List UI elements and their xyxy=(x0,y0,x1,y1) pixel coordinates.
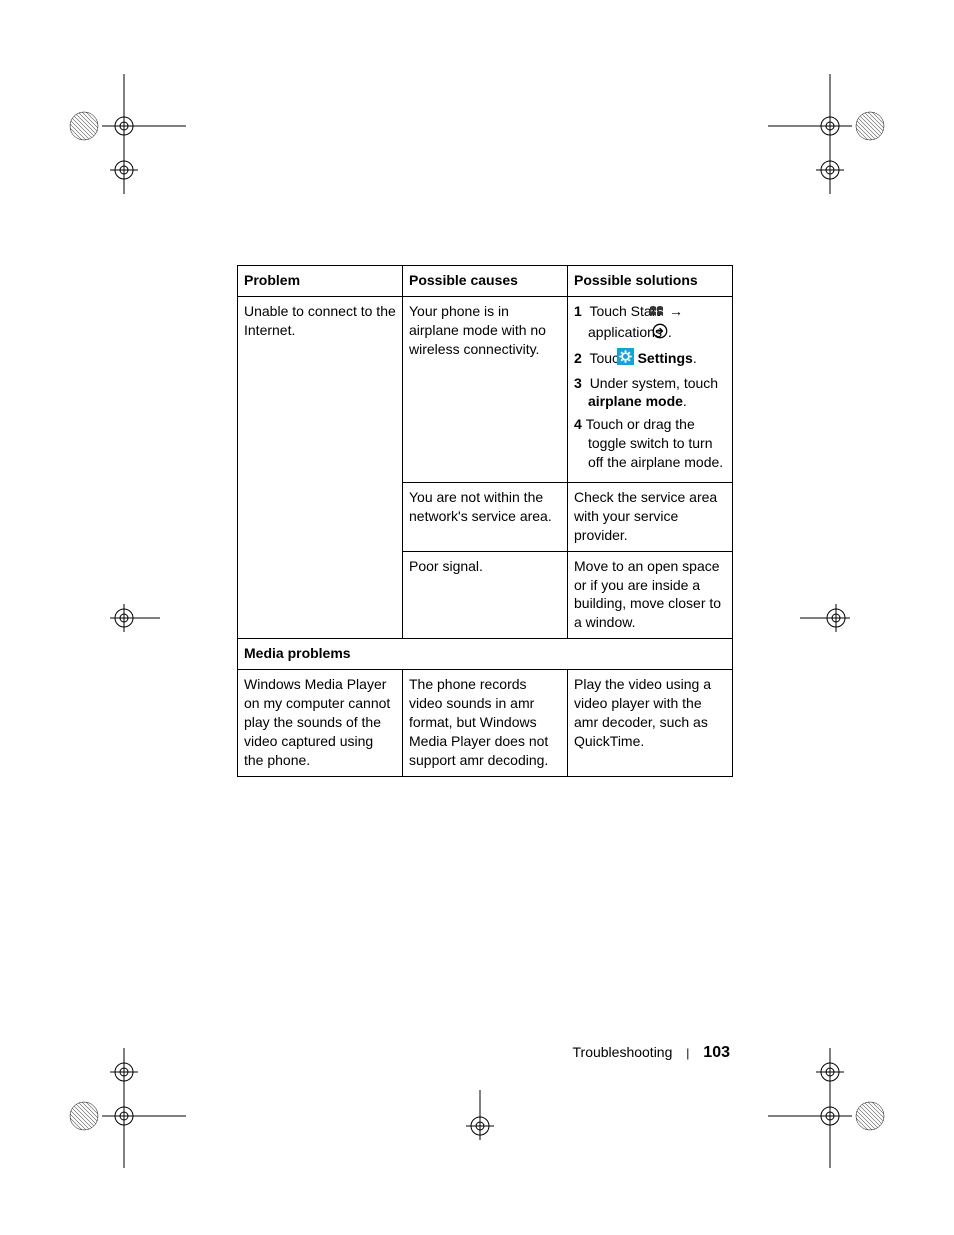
page-number: 103 xyxy=(703,1044,730,1061)
solution-step: Touch or drag the toggle switch to turn … xyxy=(574,415,726,472)
step-text: Under system, touch xyxy=(590,375,718,391)
cell-cause: Your phone is in airplane mode with no w… xyxy=(403,296,568,482)
cell-solution: Check the service area with your service… xyxy=(568,483,733,552)
solution-step: Touch Settings. xyxy=(574,348,726,370)
crop-mark-tl xyxy=(66,74,186,194)
solution-step: Touch Start → applications . xyxy=(574,302,726,344)
table-section-row: Media problems xyxy=(238,639,733,670)
step-text: . xyxy=(693,350,697,366)
header-solutions: Possible solutions xyxy=(568,266,733,297)
cell-problem: Unable to connect to the Internet. xyxy=(238,296,403,638)
section-heading: Media problems xyxy=(238,639,733,670)
settings-gear-icon xyxy=(631,348,634,370)
cell-solution: Move to an open space or if you are insi… xyxy=(568,551,733,639)
crop-mark-lm xyxy=(100,598,160,638)
header-causes: Possible causes xyxy=(403,266,568,297)
header-problem: Problem xyxy=(238,266,403,297)
cell-cause: The phone records video sounds in amr fo… xyxy=(403,670,568,776)
cell-cause: Poor signal. xyxy=(403,551,568,639)
table-row: Windows Media Player on my computer cann… xyxy=(238,670,733,776)
step-text-bold: Settings xyxy=(638,350,693,366)
troubleshooting-table: Problem Possible causes Possible solutio… xyxy=(237,265,733,777)
crop-mark-bl xyxy=(66,1048,186,1168)
solution-step: Under system, touch airplane mode. xyxy=(574,374,726,412)
crop-mark-tr xyxy=(768,74,888,194)
crop-mark-bc xyxy=(450,1090,510,1150)
footer-separator: | xyxy=(686,1046,689,1060)
cell-solution: Play the video using a video player with… xyxy=(568,670,733,776)
footer-section-label: Troubleshooting xyxy=(573,1044,673,1060)
step-text: . xyxy=(683,393,687,409)
step-text: . xyxy=(668,324,672,340)
crop-mark-rm xyxy=(800,598,860,638)
crop-mark-br xyxy=(768,1048,888,1168)
table-row: Unable to connect to the Internet. Your … xyxy=(238,296,733,482)
cell-solution: Touch Start → applications . Touch Setti… xyxy=(568,296,733,482)
page-footer: Troubleshooting | 103 xyxy=(0,1044,954,1062)
table-header-row: Problem Possible causes Possible solutio… xyxy=(238,266,733,297)
cell-cause: You are not within the network's service… xyxy=(403,483,568,552)
cell-problem: Windows Media Player on my computer cann… xyxy=(238,670,403,776)
step-text-bold: airplane mode xyxy=(588,393,683,409)
